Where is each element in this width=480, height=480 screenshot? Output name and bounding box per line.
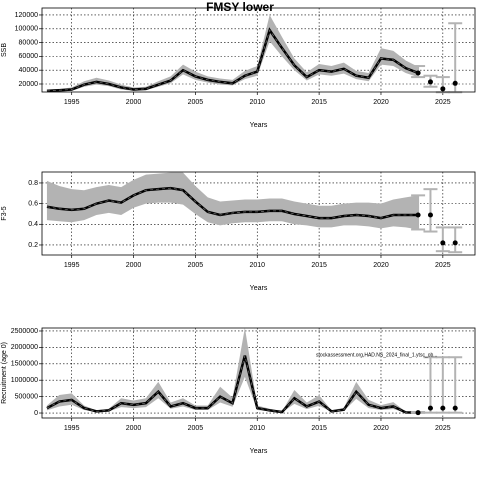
y-tick-label: 120000 <box>15 12 38 19</box>
y-tick-label: 100000 <box>15 26 38 33</box>
x-tick-label: 2025 <box>435 99 451 106</box>
projection-point <box>452 240 458 246</box>
x-tick-label: 2005 <box>188 425 204 432</box>
x-tick-label: 2010 <box>249 425 265 432</box>
x-tick-label: 2015 <box>311 262 327 269</box>
y-axis-label: Recruitment (age 0) <box>1 342 8 404</box>
plot <box>46 14 419 92</box>
plot <box>46 328 419 414</box>
y-tick-label: 0.8 <box>28 180 38 187</box>
y-tick-label: 1500000 <box>11 361 38 368</box>
projection-point <box>415 410 421 416</box>
x-tick-label: 2000 <box>126 425 142 432</box>
y-tick-label: 500000 <box>15 393 38 400</box>
chart-title: FMSY lower <box>206 0 274 14</box>
x-tick-label: 2025 <box>435 425 451 432</box>
projection-point <box>427 405 433 411</box>
y-tick-label: 0.4 <box>28 221 38 228</box>
projection-point <box>415 212 421 218</box>
y-axis-label: F3-5 <box>1 206 8 221</box>
plot-frame <box>41 171 476 256</box>
projection-point <box>440 405 446 411</box>
x-tick-label: 2015 <box>311 99 327 106</box>
x-axis-label: Years <box>250 285 268 292</box>
y-tick-label: 2000000 <box>11 344 38 351</box>
x-tick-label: 1995 <box>64 262 80 269</box>
x-axis-label: Years <box>250 448 268 455</box>
projection-point <box>415 70 421 76</box>
annotation: stockassessment.org,HAD.NS_2024_final_1.… <box>316 352 437 358</box>
x-tick-label: 2020 <box>373 262 389 269</box>
x-tick-label: 2015 <box>311 425 327 432</box>
plot-frame <box>41 7 476 93</box>
projection-point <box>427 212 433 218</box>
projection-point <box>440 86 446 92</box>
x-tick-label: 1995 <box>64 425 80 432</box>
x-tick-label: 2005 <box>188 99 204 106</box>
series-line-dash <box>46 355 419 414</box>
y-tick-label: 0.2 <box>28 242 38 249</box>
series-line <box>46 355 419 414</box>
y-axis-label: SSB <box>1 43 8 57</box>
x-tick-label: 2005 <box>188 262 204 269</box>
plot <box>46 172 419 230</box>
y-tick-label: 2500000 <box>11 328 38 335</box>
x-tick-label: 2020 <box>373 99 389 106</box>
projection-point <box>440 240 446 246</box>
y-tick-label: 20000 <box>19 81 39 88</box>
series-line-dash <box>46 29 419 92</box>
panel: 1995 2000 2005 2010 2015 2020 2025 0.2 0.4 0.6 0.8… <box>1 171 476 292</box>
x-tick-label: 2025 <box>435 262 451 269</box>
x-tick-label: 2000 <box>126 262 142 269</box>
panel: 1995 2000 2005 2010 2015 2020 2025 20000 40000 60… <box>1 7 476 129</box>
x-tick-label: 2020 <box>373 425 389 432</box>
x-tick-label: 2010 <box>249 262 265 269</box>
panel: 1995 2000 2005 2010 2015 2020 2025 0 500000 10000… <box>1 327 476 455</box>
x-axis-label: Years <box>250 122 268 129</box>
plot-frame <box>41 327 476 419</box>
projection-point <box>452 405 458 411</box>
y-tick-label: 1000000 <box>11 377 38 384</box>
series-line-dash <box>46 187 419 219</box>
projection-point <box>427 79 433 85</box>
confidence-band <box>46 14 419 92</box>
y-tick-label: 60000 <box>19 53 39 60</box>
x-tick-label: 2010 <box>249 99 265 106</box>
y-tick-label: 40000 <box>19 67 39 74</box>
y-tick-label: 0 <box>34 410 38 417</box>
x-tick-label: 1995 <box>64 99 80 106</box>
y-tick-label: 80000 <box>19 39 39 46</box>
y-tick-label: 0.6 <box>28 200 38 207</box>
projection-point <box>452 80 458 86</box>
x-tick-label: 2000 <box>126 99 142 106</box>
confidence-band <box>46 172 419 230</box>
